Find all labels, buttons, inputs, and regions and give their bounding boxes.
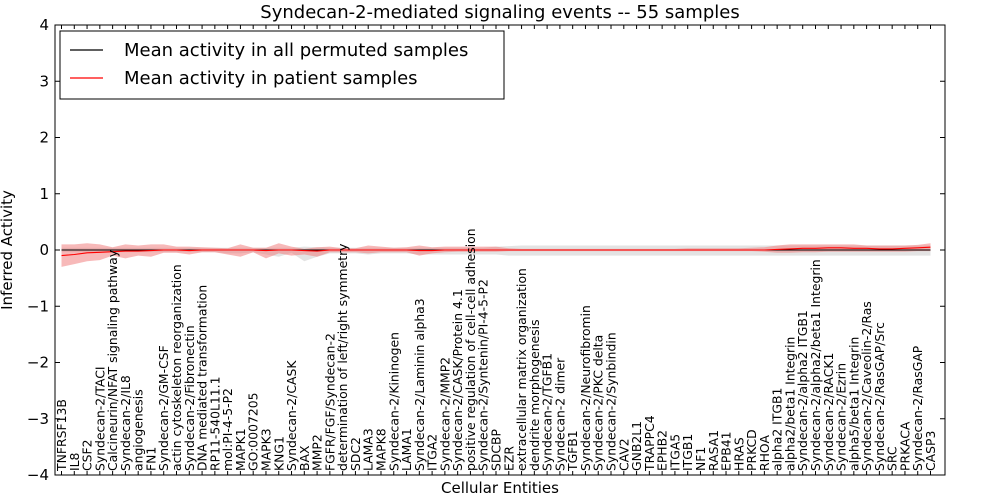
x-category-label: Syndecan-2/CASK/Protein 4.1 [450,289,465,471]
x-category-label: Calcineurin/NFAT signaling pathway [105,250,120,471]
x-category-label: alpha2 ITGB1 [770,388,785,471]
x-category-label: mol:PI-4-5-P2 [220,388,235,471]
x-category-label: positive regulation of cell-cell adhesio… [463,228,478,471]
x-category-label: PRKCD [744,429,759,471]
x-category-label: ITGB1 [680,434,695,471]
x-category-label: Syndecan-2/RACK1 [821,353,836,471]
x-category-label: Syndecan-2/alpha2 ITGB1 [795,310,810,471]
x-category-label: Syndecan-2/GM-CSF [156,345,171,471]
x-category-label: EZR [501,446,516,471]
x-category-label: NF1 [693,447,708,471]
y-tick-label: −1 [27,297,49,315]
y-tick-label: −2 [27,354,49,372]
y-tick-label: 3 [39,72,49,90]
x-category-label: TNFRSF13B [54,399,69,472]
x-category-label: MAPK8 [374,428,389,471]
y-tick-label: −3 [27,410,49,428]
x-category-label: Syndecan-2/Syntenin/PI-4-5-P2 [476,279,491,471]
x-category-label: MAPK3 [259,428,274,471]
x-category-label: TGFB1 [565,430,580,472]
x-category-label: SDC2 [348,437,363,471]
chart-title: Syndecan-2-mediated signaling events -- … [260,2,739,23]
x-category-label: Syndecan-2/CASK [284,360,299,471]
x-category-label: Syndecan-2/MMP2 [437,357,452,471]
x-category-label: RP11-540L11.1 [207,377,222,471]
x-category-label: BAX [297,445,312,471]
x-category-label: LAMA3 [361,428,376,471]
x-category-label: MAPK1 [233,428,248,471]
x-category-label: SRC [885,446,900,471]
x-category-label: Syndecan-2/Neurofibromin [578,305,593,471]
x-category-label: HRAS [731,437,746,471]
x-category-label: IL8 [67,452,82,471]
x-category-label: SDCBP [489,428,504,471]
x-category-label: Syndecan-2/IL8 [118,375,133,471]
legend-label-permuted: Mean activity in all permuted samples [124,40,468,61]
x-category-label: Syndecan-2/Kininogen [386,332,401,471]
x-axis-label: Cellular Entities [441,479,559,497]
x-category-label: extracellular matrix organization [514,268,529,471]
x-category-label: DNA mediated transformation [195,285,210,471]
x-category-label: RHOA [757,435,772,471]
legend-label-patient: Mean activity in patient samples [124,68,418,89]
x-category-label: Syndecan-2/Ezrin [834,363,849,471]
x-category-label: Syndecan-2 dimer [552,357,567,471]
x-category-label: TRAPPC4 [642,415,657,472]
y-tick-label: −4 [27,466,49,484]
x-category-label: Syndecan-2/PKC delta [591,335,606,471]
x-category-label: CSF2 [80,439,95,471]
x-category-label: determination of left/right symmetry [335,244,350,472]
x-category-label: ITGA5 [667,434,682,471]
x-category-label: MMP2 [310,434,325,471]
y-axis-label: Inferred Activity [0,190,16,310]
x-category-label: Syndecan-2/TGFB1 [540,353,555,471]
x-category-label: dendrite morphogenesis [527,319,542,471]
x-category-label: GNB2L1 [629,421,644,471]
legend: Mean activity in all permuted samples Me… [59,30,505,100]
x-category-label: Syndecan-2/alpha2/beta1 Integrin [808,259,823,471]
x-category-label: Syndecan-2/TACI [92,367,107,472]
x-category-label: angiogenesis [131,389,146,471]
x-category-label: RASA1 [706,430,721,471]
y-tick-label: 4 [39,16,49,34]
x-category-label: alpha2/beta1 Integrin [782,337,797,471]
x-category-label: FN1 [144,447,159,471]
y-tick-label: 1 [39,185,49,203]
series-line-1 [61,246,931,257]
x-category-label: CASP3 [923,431,938,471]
x-category-label: FGFR/FGF/Syndecan-2 [322,333,337,471]
x-category-label: Syndecan-2/RasGAP [910,345,925,471]
y-tick-label: 0 [39,241,49,259]
x-category-label: CAV2 [616,438,631,471]
x-category-label: alpha5/beta1 Integrin [846,337,861,471]
x-category-label: Syndecan-2/RasGAP/Src [872,322,887,471]
x-category-label: Syndecan-2/Fibronectin [182,325,197,471]
series-band-1 [61,243,931,267]
legend-box [59,30,505,100]
x-category-label: Syndecan-2/Synbindin [604,332,619,471]
x-category-label: EPB41 [719,431,734,471]
y-tick-label: 2 [39,129,49,147]
x-category-label: Syndecan-2/Laminin alpha3 [412,298,427,471]
x-category-label: LAMA1 [399,428,414,471]
x-category-label: GO:0007205 [246,393,261,472]
x-category-label: KNG1 [271,436,286,471]
x-category-label: ITGA2 [425,434,440,471]
x-category-label: PRKACA [897,421,912,471]
x-category-label: Syndecan-2/Caveolin-2/Ras [859,301,874,471]
x-category-label: actin cytoskeleton reorganization [169,264,184,471]
x-category-label: EPHB2 [655,430,670,471]
